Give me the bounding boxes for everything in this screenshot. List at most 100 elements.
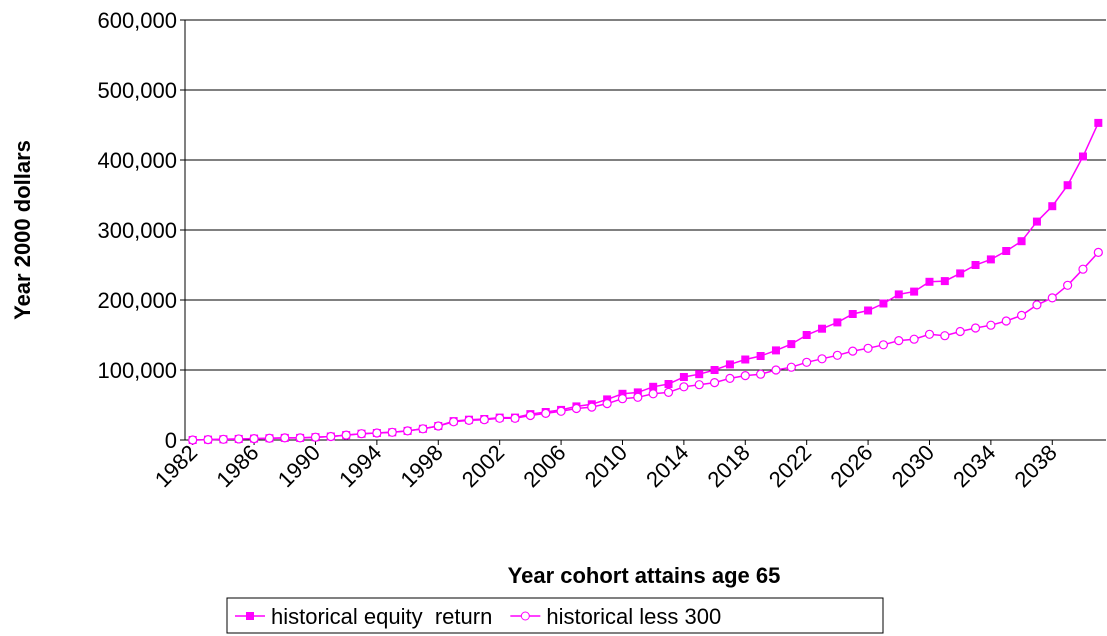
x-tick-label: 2010 (580, 440, 632, 492)
point (587, 402, 597, 412)
point (709, 378, 720, 388)
point (756, 352, 765, 360)
point (956, 269, 965, 278)
point (878, 340, 889, 350)
point (848, 310, 857, 318)
y-tick-label: 0 (165, 428, 177, 453)
point (663, 387, 674, 397)
x-tick-label: 2034 (948, 440, 1000, 492)
point (725, 360, 734, 369)
point (924, 329, 935, 339)
point (1048, 202, 1057, 211)
point (402, 426, 413, 436)
point (879, 299, 888, 308)
point (664, 380, 673, 388)
point (679, 373, 688, 381)
point (295, 433, 305, 443)
point (802, 357, 812, 367)
x-tick-label: 1998 (396, 440, 448, 492)
x-tick-label: 2022 (764, 440, 816, 492)
point (433, 421, 443, 431)
point (863, 343, 873, 353)
point (817, 354, 827, 364)
series (188, 247, 1103, 445)
point (1063, 181, 1072, 190)
x-tick-label: 2006 (518, 440, 570, 492)
point (1078, 264, 1088, 274)
point (986, 255, 995, 264)
x-tick-label: 1982 (150, 440, 202, 492)
point (556, 406, 566, 416)
point (940, 277, 949, 286)
point (310, 432, 321, 442)
point (894, 336, 904, 346)
x-tick-label: 2014 (641, 440, 693, 492)
point (356, 429, 367, 439)
point (280, 433, 290, 443)
point (909, 334, 919, 344)
point (695, 370, 704, 379)
point (802, 331, 811, 339)
point (1032, 217, 1041, 226)
point (910, 287, 919, 296)
point (525, 410, 535, 421)
point (679, 382, 689, 392)
point (648, 389, 658, 399)
point (326, 431, 336, 442)
point (925, 277, 934, 286)
point (1016, 310, 1027, 320)
point (1047, 293, 1057, 303)
y-axis-title: Year 2000 dollars (10, 140, 35, 320)
point (1063, 280, 1073, 290)
x-tick-label: 2030 (887, 440, 939, 492)
point (725, 373, 735, 383)
point (649, 382, 658, 391)
line (192, 251, 1099, 441)
point (833, 318, 842, 327)
point (372, 428, 382, 438)
point (218, 434, 228, 444)
y-tick-label: 100,000 (97, 358, 177, 383)
point (249, 434, 259, 444)
x-tick-label: 1990 (273, 440, 325, 492)
point (710, 366, 719, 374)
point (1094, 118, 1103, 127)
x-tick-label: 1986 (211, 440, 263, 492)
point (771, 346, 780, 355)
point (740, 371, 750, 381)
point (970, 323, 981, 333)
legend-label: historical less 300 (546, 604, 721, 629)
legend: historical equity return historical less … (226, 597, 884, 634)
point (771, 365, 781, 375)
y-tick-label: 600,000 (97, 8, 177, 33)
point (955, 326, 965, 337)
point (864, 306, 873, 315)
point (832, 350, 842, 360)
point (495, 413, 505, 423)
legend-box (226, 597, 884, 634)
point (387, 427, 397, 437)
x-tick-label: 2018 (703, 440, 755, 492)
point (894, 290, 903, 299)
point (848, 346, 858, 356)
x-tick-label: 1994 (334, 440, 386, 492)
y-tick-label: 300,000 (97, 218, 177, 243)
point (203, 435, 213, 445)
point (264, 433, 275, 443)
point (602, 399, 612, 409)
point (341, 430, 351, 440)
point (510, 413, 520, 423)
point (971, 261, 980, 269)
legend-marker (520, 611, 530, 621)
point (618, 389, 627, 398)
point (571, 403, 582, 414)
point (418, 424, 428, 434)
y-tick-label: 500,000 (97, 78, 177, 103)
x-tick-label: 2038 (1010, 440, 1062, 492)
point (1001, 316, 1011, 326)
point (449, 417, 459, 427)
point (940, 331, 950, 341)
point (633, 392, 643, 402)
point (633, 388, 642, 397)
